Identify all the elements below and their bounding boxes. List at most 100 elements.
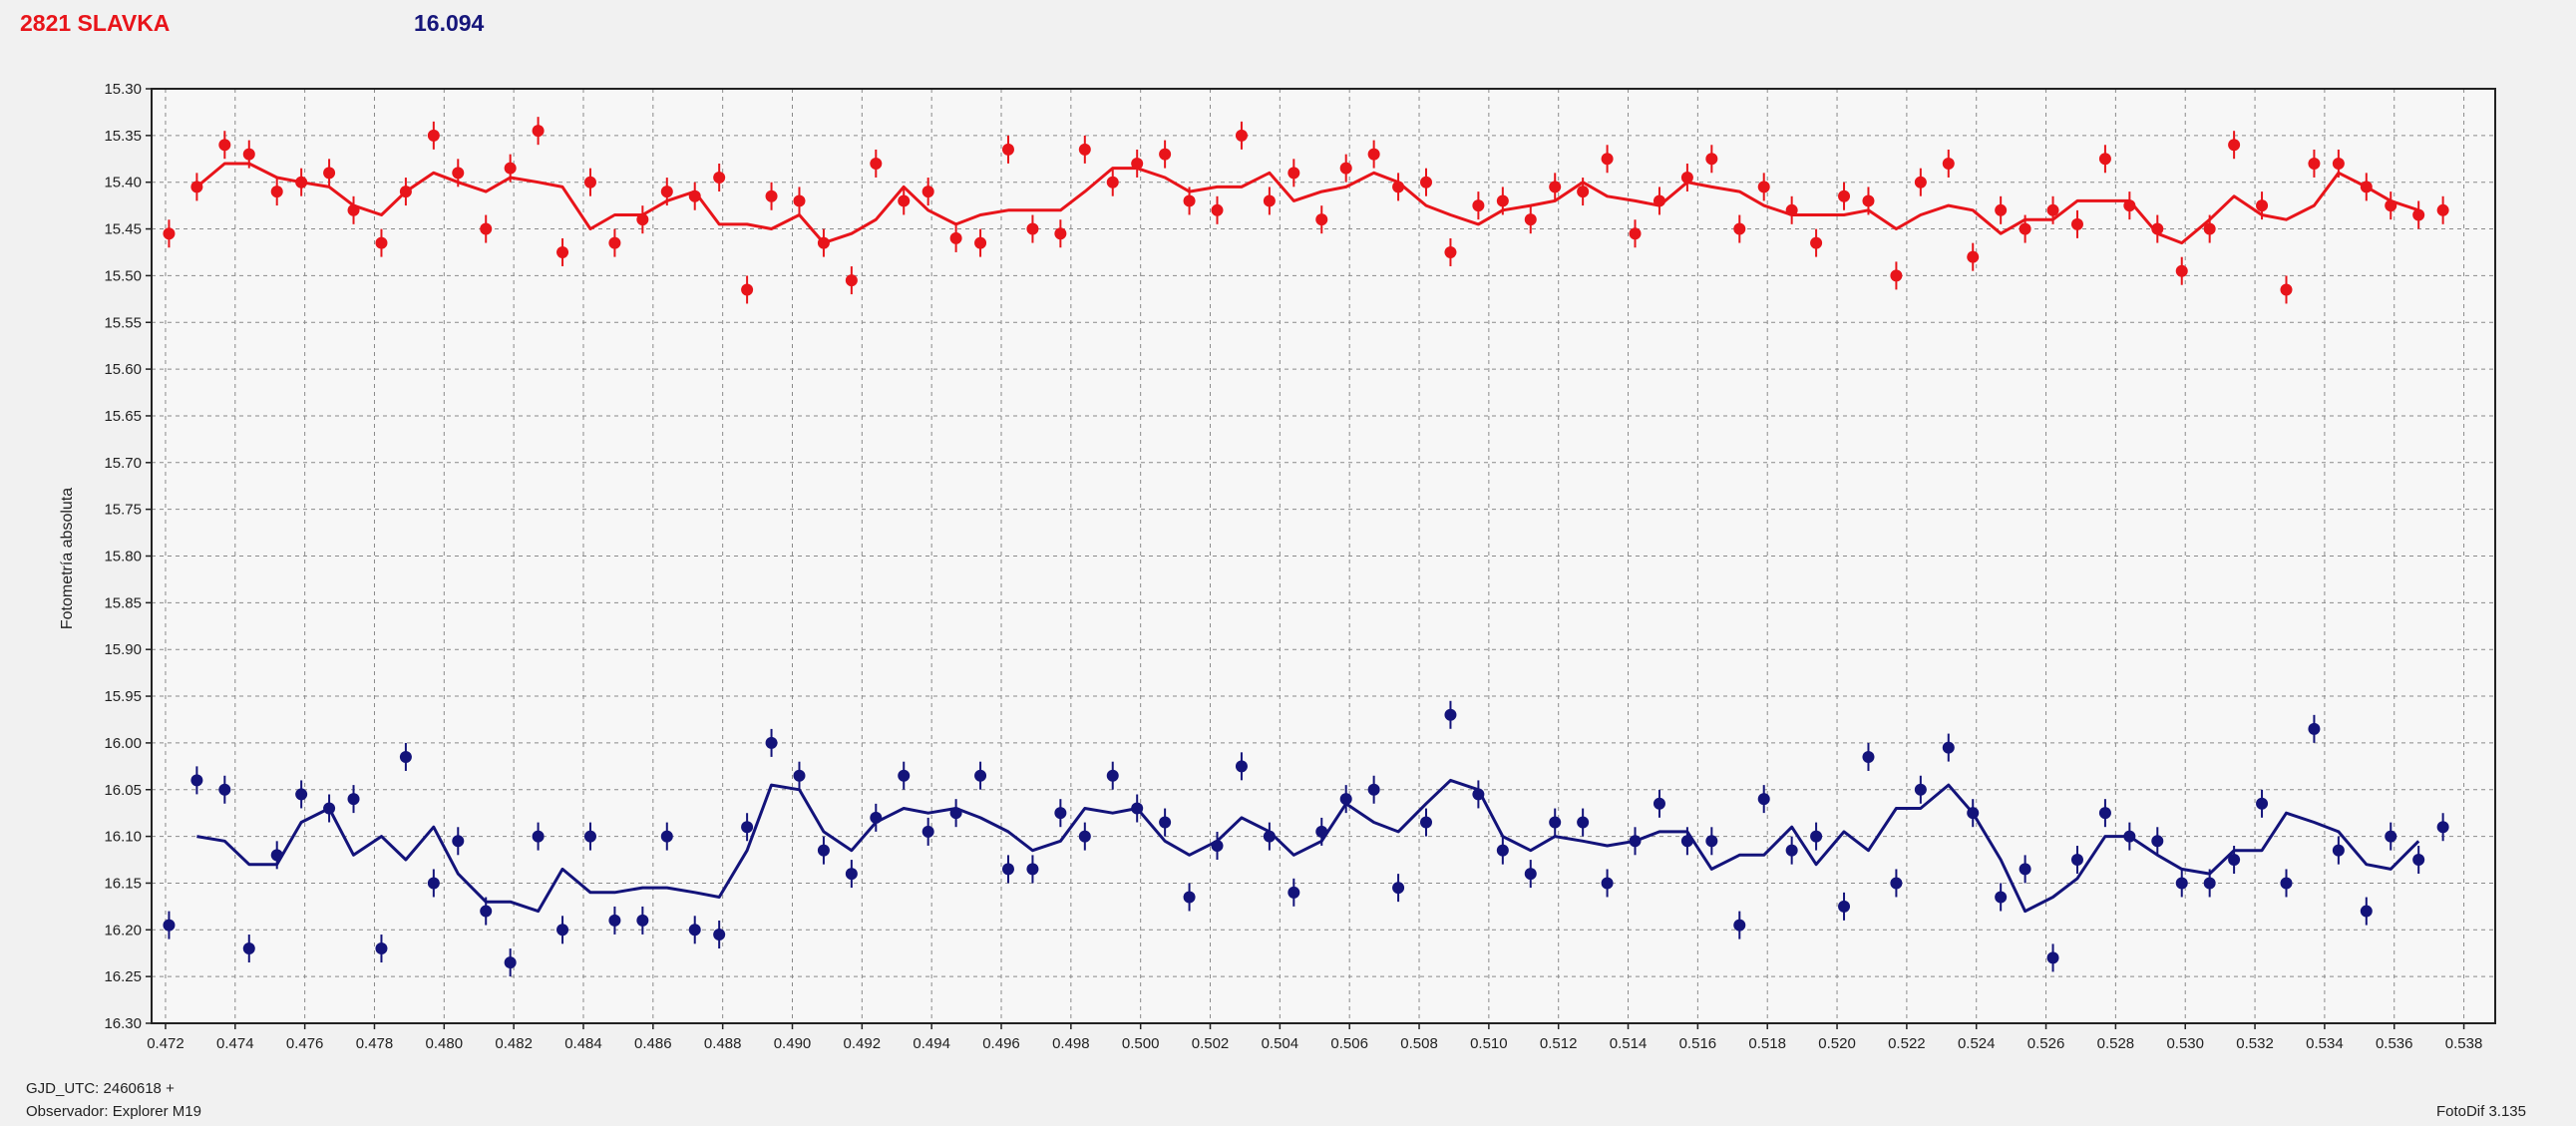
series-1-point bbox=[2046, 951, 2059, 964]
series-0-point bbox=[532, 125, 545, 138]
series-1-point bbox=[1444, 708, 1457, 721]
series-1-point bbox=[921, 825, 934, 838]
series-0-point bbox=[713, 172, 726, 185]
x-tick-label: 0.478 bbox=[356, 1035, 394, 1052]
series-1-point bbox=[1263, 830, 1276, 843]
series-1-point bbox=[845, 868, 858, 881]
series-1-point bbox=[1862, 750, 1875, 763]
series-0-point bbox=[1078, 143, 1091, 156]
series-1-point bbox=[2280, 877, 2293, 890]
series-0-point bbox=[218, 139, 231, 152]
series-0-point bbox=[1757, 181, 1770, 193]
series-0-point bbox=[1914, 176, 1927, 188]
series-0-point bbox=[2280, 283, 2293, 296]
x-tick-label: 0.484 bbox=[564, 1035, 602, 1052]
series-1-point bbox=[399, 750, 412, 763]
series-0-point bbox=[163, 227, 176, 240]
y-tick-label: 16.15 bbox=[104, 875, 142, 892]
series-0-point bbox=[1211, 203, 1224, 216]
series-1-point bbox=[1367, 783, 1380, 796]
series-0-point bbox=[2019, 222, 2031, 235]
series-1-point bbox=[1757, 793, 1770, 806]
series-0-point bbox=[295, 176, 308, 188]
y-tick-label: 15.45 bbox=[104, 221, 142, 238]
series-1-point bbox=[1524, 868, 1537, 881]
x-tick-label: 0.488 bbox=[704, 1035, 742, 1052]
series-0-point bbox=[1288, 167, 1300, 180]
series-1-point bbox=[1026, 863, 1039, 876]
series-1-point bbox=[583, 830, 596, 843]
series-0-point bbox=[2228, 139, 2241, 152]
series-1-point bbox=[556, 924, 569, 937]
series-1-point bbox=[1653, 797, 1665, 810]
y-tick-label: 15.55 bbox=[104, 314, 142, 331]
series-0-point bbox=[1862, 194, 1875, 207]
y-tick-label: 16.10 bbox=[104, 829, 142, 846]
series-0-point bbox=[1472, 199, 1485, 212]
series-1-point bbox=[1810, 830, 1823, 843]
series-0-point bbox=[1890, 269, 1903, 282]
series-1-point bbox=[949, 807, 962, 820]
y-tick-label: 15.50 bbox=[104, 267, 142, 284]
series-0-point bbox=[1810, 236, 1823, 249]
series-0-point bbox=[1942, 157, 1955, 170]
software-label: FotoDif 3.135 bbox=[2435, 1103, 2526, 1120]
series-1-point bbox=[2360, 905, 2373, 918]
x-tick-label: 0.538 bbox=[2445, 1035, 2483, 1052]
data-points bbox=[163, 117, 2449, 977]
series-1-point bbox=[2203, 877, 2216, 890]
y-tick-label: 15.40 bbox=[104, 175, 142, 191]
series-1-point bbox=[190, 774, 203, 787]
series-0-point bbox=[741, 283, 754, 296]
series-0-point bbox=[242, 148, 255, 161]
y-tick-label: 16.25 bbox=[104, 968, 142, 985]
series-0-point bbox=[427, 129, 440, 142]
series-1-point bbox=[1890, 877, 1903, 890]
x-tick-label: 0.486 bbox=[634, 1035, 672, 1052]
series-1-curve bbox=[196, 778, 2420, 914]
observer-label: Observador: Explorer M19 bbox=[26, 1103, 201, 1120]
series-1-point bbox=[2151, 835, 2164, 848]
series-1-point bbox=[1838, 900, 1851, 913]
series-0-point bbox=[452, 167, 465, 180]
series-0-point bbox=[1629, 227, 1642, 240]
series-1-point bbox=[1211, 839, 1224, 852]
series-0-point bbox=[2070, 217, 2083, 230]
series-0-point bbox=[2151, 222, 2164, 235]
series-0-point bbox=[323, 167, 336, 180]
series-1-point bbox=[2019, 863, 2031, 876]
series-0-point bbox=[974, 236, 987, 249]
series-0-point bbox=[1420, 176, 1433, 188]
series-1-point bbox=[1001, 863, 1014, 876]
series-0-point bbox=[1838, 189, 1851, 202]
series-0-point bbox=[898, 194, 911, 207]
y-tick-label: 15.90 bbox=[104, 641, 142, 658]
series-1-point bbox=[1601, 877, 1614, 890]
series-1-point bbox=[1106, 769, 1119, 782]
series-0-point bbox=[2308, 157, 2321, 170]
series-1-point bbox=[608, 914, 621, 927]
y-axis-label: Fotometría absoluta bbox=[59, 488, 76, 629]
series-0-point bbox=[1967, 250, 1980, 263]
series-0-point bbox=[1054, 227, 1067, 240]
x-tick-label: 0.530 bbox=[2166, 1035, 2204, 1052]
x-tick-label: 0.532 bbox=[2236, 1035, 2274, 1052]
series-1-point bbox=[427, 877, 440, 890]
series-1-point bbox=[2308, 722, 2321, 735]
series-1-point bbox=[1159, 816, 1172, 829]
series-1-point bbox=[660, 830, 673, 843]
y-tick-label: 15.30 bbox=[104, 81, 142, 98]
plot-frame bbox=[151, 88, 2496, 1024]
x-tick-label: 0.500 bbox=[1122, 1035, 1160, 1052]
series-1-point bbox=[1339, 793, 1352, 806]
series-1-point bbox=[1054, 807, 1067, 820]
series-0-point bbox=[2385, 199, 2397, 212]
y-tick-label: 15.60 bbox=[104, 361, 142, 378]
series-1-point bbox=[1680, 835, 1693, 848]
x-tick-label: 0.536 bbox=[2376, 1035, 2413, 1052]
series-0-point bbox=[1159, 148, 1172, 161]
series-1-point bbox=[163, 919, 176, 932]
series-1-point bbox=[2332, 844, 2345, 857]
series-0-point bbox=[583, 176, 596, 188]
